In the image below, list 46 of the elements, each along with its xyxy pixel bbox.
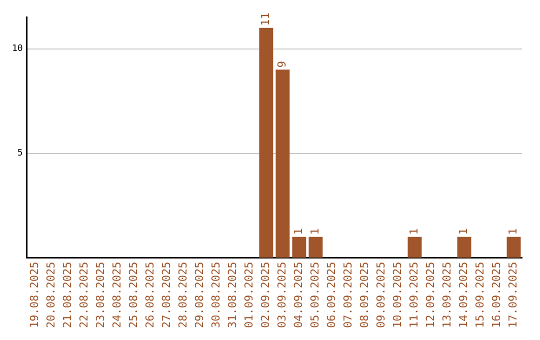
x-tick-label: 28.08.2025 [176, 262, 190, 328]
x-tick-label: 20.08.2025 [44, 262, 58, 328]
data-label: 9 [276, 61, 289, 68]
x-tick-label: 14.09.2025 [457, 262, 470, 328]
bar [457, 236, 472, 258]
x-tick-label: 15.09.2025 [474, 262, 487, 328]
bar [506, 236, 521, 258]
y-tick-label: 5 [17, 148, 23, 159]
y-tick-label: 10 [12, 44, 23, 54]
x-tick-label: 12.09.2025 [424, 262, 438, 328]
bar [408, 236, 422, 258]
x-tick-label: 30.08.2025 [210, 262, 223, 328]
x-tick-label: 04.09.2025 [292, 262, 306, 328]
data-label: 1 [408, 228, 421, 235]
x-tick-label: 24.08.2025 [110, 262, 124, 328]
bar [292, 236, 306, 258]
data-label: 1 [457, 228, 470, 235]
x-tick-label: 31.08.2025 [226, 262, 240, 328]
x-tick-label: 03.09.2025 [276, 262, 289, 328]
x-tick-label: 17.09.2025 [506, 262, 520, 328]
bar [276, 70, 290, 258]
x-tick-label: 23.08.2025 [94, 262, 107, 328]
x-tick-label: 19.08.2025 [28, 262, 41, 328]
x-tick-label: 09.09.2025 [374, 262, 388, 328]
x-tick-label: 13.09.2025 [440, 262, 454, 328]
x-tick-label: 11.09.2025 [408, 262, 421, 328]
data-label: 1 [308, 228, 322, 235]
x-tick-label: 16.09.2025 [490, 262, 504, 328]
x-tick-label: 01.09.2025 [242, 262, 256, 328]
x-tick-label: 06.09.2025 [325, 262, 338, 328]
x-tick-label: 27.08.2025 [160, 262, 173, 328]
x-tick-label: 21.08.2025 [60, 262, 74, 328]
x-tick-label: 22.08.2025 [77, 262, 90, 328]
x-tick-label: 07.09.2025 [342, 262, 355, 328]
data-label: 1 [292, 228, 306, 235]
bar [308, 236, 323, 258]
x-tick-label: 29.08.2025 [193, 262, 206, 328]
x-tick-label: 10.09.2025 [391, 262, 404, 328]
x-tick-label: 08.09.2025 [358, 262, 372, 328]
data-label: 1 [506, 228, 520, 235]
data-label: 11 [259, 12, 272, 26]
x-tick-label: 26.08.2025 [143, 262, 156, 328]
x-tick-label: 05.09.2025 [308, 262, 322, 328]
x-tick-label: 25.08.2025 [126, 262, 140, 328]
bar [259, 28, 274, 258]
x-tick-label: 02.09.2025 [259, 262, 272, 328]
